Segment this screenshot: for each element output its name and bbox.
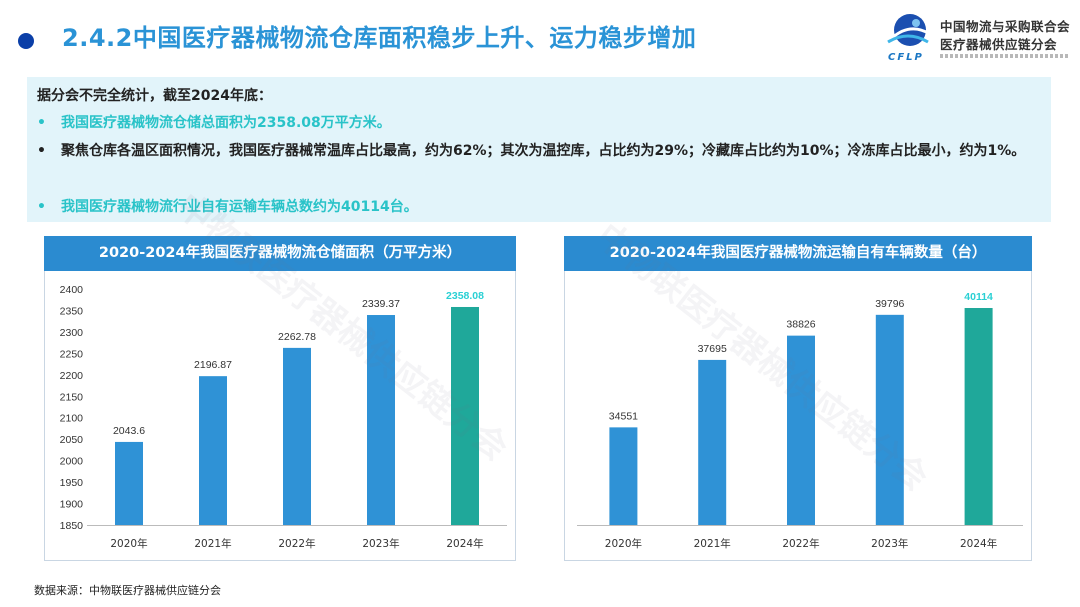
x-tick-label: 2023年: [871, 537, 908, 550]
bar: [698, 359, 727, 525]
x-tick-label: 2024年: [446, 537, 483, 550]
globe-logo-icon: [887, 14, 931, 46]
bar-value-label: 2339.37: [362, 298, 400, 310]
cflp-logo: CFLP 中国物流与采购联合会 医疗器械供应链分会: [880, 8, 1075, 66]
summary-item-vehicles: • 我国医疗器械物流行业自有运输车辆总数约为40114台。: [37, 195, 1047, 219]
y-tick-label: 1950: [60, 477, 84, 489]
bar-value-label: 38826: [786, 319, 815, 331]
data-source-note: 数据来源：中物联医疗器械供应链分会: [34, 584, 221, 597]
y-tick-label: 2200: [60, 370, 84, 382]
vehicle-count-chart-title: 2020-2024年我国医疗器械物流运输自有车辆数量（台）: [564, 236, 1032, 271]
storage-area-chart-panel: 2020-2024年我国医疗器械物流仓储面积（万平方米） 1850 1900 195…: [44, 236, 516, 561]
bullet-icon: •: [37, 199, 46, 215]
x-tick-label: 2021年: [194, 537, 231, 550]
bar: [964, 308, 993, 525]
bar: [875, 314, 904, 525]
logo-org-name-line1: 中国物流与采购联合会: [940, 19, 1071, 34]
bar: [199, 376, 227, 525]
title-bullet-icon: [18, 33, 34, 49]
bar-value-label: 2262.78: [278, 331, 316, 343]
summary-intro: 据分会不完全统计，截至2024年底：: [37, 88, 272, 104]
summary-item-text: 聚焦仓库各温区面积情况，我国医疗器械常温库占比最高，约为62%；其次为温控库，占…: [61, 143, 1026, 159]
y-tick-label: 2000: [60, 456, 84, 468]
bar: [115, 441, 143, 525]
summary-item-text: 我国医疗器械物流行业自有运输车辆总数约为40114台。: [61, 199, 418, 215]
x-tick-label: 2020年: [110, 537, 147, 550]
summary-box: 据分会不完全统计，截至2024年底： • 我国医疗器械物流仓储总面积为2358.…: [27, 77, 1051, 222]
storage-area-bar-chart: 1850 1900 1950 2000 2050 2100 2150 2200 2250 2300…: [60, 284, 507, 550]
bar-value-label: 34551: [609, 410, 638, 422]
x-tick-label: 2022年: [278, 537, 315, 550]
y-tick-label: 2300: [60, 327, 84, 339]
bar: [451, 306, 479, 525]
bar-value-label: 2043.6: [113, 425, 145, 437]
logo-org-name-line2: 医疗器械供应链分会: [940, 37, 1058, 52]
x-tick-label: 2024年: [960, 537, 997, 550]
y-tick-label: 2100: [60, 413, 84, 425]
y-tick-label: 1900: [60, 499, 84, 511]
vehicle-count-bar-chart: 34551 2020年 37695 2021年 38826 2022年 39796 2023年…: [577, 291, 1023, 550]
logo-abbreviation: CFLP: [888, 52, 924, 63]
storage-area-chart-title: 2020-2024年我国医疗器械物流仓储面积（万平方米）: [44, 236, 516, 271]
x-tick-label: 2020年: [605, 537, 642, 550]
bar-value-label: 39796: [875, 298, 904, 310]
bullet-icon: •: [37, 115, 46, 131]
bar-value-label: 2196.87: [194, 359, 232, 371]
summary-item-temperature-zones: • 聚焦仓库各温区面积情况，我国医疗器械常温库占比最高，约为62%；其次为温控库…: [37, 139, 1047, 163]
summary-item-storage-area: • 我国医疗器械物流仓储总面积为2358.08万平方米。: [37, 111, 1047, 135]
page-title: 2.4.2中国医疗器械物流仓库面积稳步上升、运力稳步增加: [62, 24, 697, 52]
logo-english-subtitle: [940, 54, 1070, 58]
bar: [609, 427, 638, 525]
bar-value-label: 40114: [964, 291, 993, 303]
bar: [367, 315, 395, 525]
y-tick-label: 2150: [60, 391, 84, 403]
y-tick-label: 2350: [60, 305, 84, 317]
bar-value-label: 2358.08: [446, 290, 484, 302]
x-tick-label: 2021年: [694, 537, 731, 550]
summary-item-text: 我国医疗器械物流仓储总面积为2358.08万平方米。: [61, 115, 391, 131]
y-tick-label: 2050: [60, 434, 84, 446]
y-tick-label: 2250: [60, 348, 84, 360]
bar: [283, 347, 311, 525]
y-tick-label: 2400: [60, 284, 84, 296]
bullet-icon: •: [37, 143, 46, 159]
x-tick-label: 2023年: [362, 537, 399, 550]
vehicle-count-chart-panel: 2020-2024年我国医疗器械物流运输自有车辆数量（台） 34551 2020年…: [564, 236, 1032, 561]
x-tick-label: 2022年: [782, 537, 819, 550]
y-tick-label: 1850: [60, 520, 84, 532]
bar-value-label: 37695: [698, 343, 727, 355]
bar: [787, 335, 815, 525]
